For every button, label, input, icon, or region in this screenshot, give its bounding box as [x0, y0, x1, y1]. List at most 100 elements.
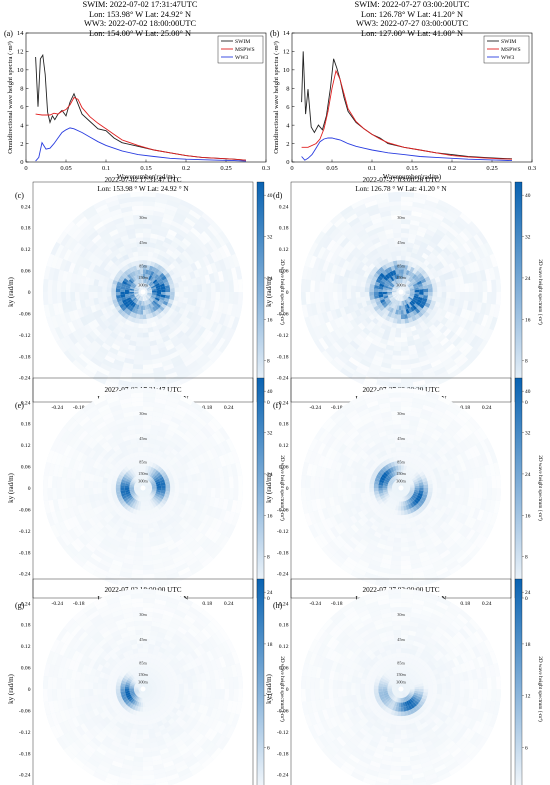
- spectrum-cell: [151, 690, 157, 693]
- spectrum-cell: [414, 254, 422, 261]
- spectrum-cell: [103, 508, 111, 516]
- spectrum-cell: [211, 432, 222, 445]
- spectrum-cell: [72, 526, 82, 538]
- spectrum-cell: [74, 479, 80, 488]
- spectrum-cell: [381, 558, 392, 565]
- spectrum-cell: [197, 480, 203, 488]
- spectrum-cell: [145, 666, 149, 672]
- spectrum-cell: [144, 501, 148, 507]
- spectrum-cell: [134, 484, 139, 487]
- spectrum-cell: [124, 471, 131, 477]
- spectrum-cell: [301, 462, 309, 476]
- spectrum-cell: [417, 546, 428, 554]
- y-tick-label: -0.06: [277, 507, 289, 513]
- spectrum-cell: [437, 292, 442, 298]
- spectrum-cell: [145, 661, 151, 668]
- spectrum-cell: [176, 673, 183, 680]
- spectrum-cell: [401, 355, 410, 361]
- spectrum-cell: [175, 460, 183, 468]
- spectrum-cell: [378, 292, 383, 295]
- spectrum-cell: [337, 299, 344, 309]
- spectrum-cell: [455, 339, 466, 350]
- spectrum-cell: [364, 488, 370, 493]
- spectrum-cell: [208, 469, 216, 480]
- spectrum-cell: [231, 512, 240, 527]
- spectrum-cell: [153, 402, 166, 409]
- spectrum-cell: [391, 485, 397, 488]
- spectrum-cell: [444, 319, 453, 328]
- spectrum-cell: [143, 401, 155, 407]
- spectrum-cell: [333, 412, 346, 424]
- spectrum-cell: [351, 493, 358, 501]
- spectrum-cell: [419, 516, 426, 524]
- spectrum-cell: [411, 444, 419, 451]
- spectrum-cell: [75, 412, 88, 424]
- spectrum-cell: [194, 510, 202, 520]
- spectrum-cell: [413, 295, 419, 299]
- spectrum-cell: [321, 248, 331, 261]
- spectrum-cell: [178, 477, 184, 484]
- spectrum-cell: [435, 229, 446, 238]
- spectrum-cell: [110, 263, 118, 270]
- spectrum-cell: [155, 471, 162, 477]
- spectrum-cell: [368, 263, 376, 270]
- spectrum-cell: [395, 480, 399, 485]
- spectrum-cell: [446, 209, 460, 220]
- spectrum-cell: [390, 461, 396, 467]
- x-tick-label: -0.18: [73, 405, 85, 411]
- ring-label: 300m: [138, 283, 148, 288]
- spectrum-cell: [144, 273, 148, 279]
- spectrum-cell: [218, 231, 230, 245]
- spectrum-cell: [144, 479, 147, 484]
- spectrum-cell: [128, 433, 137, 440]
- spectrum-cell: [143, 392, 156, 398]
- spectrum-cell: [104, 576, 119, 585]
- spectrum-cell: [405, 289, 411, 292]
- spectrum-cell: [430, 216, 442, 226]
- spectrum-cell: [390, 251, 397, 257]
- spectrum-cell: [308, 438, 319, 452]
- spectrum-cell: [144, 283, 148, 289]
- spectrum-cell: [197, 503, 205, 513]
- spectrum-cell: [154, 670, 160, 677]
- spectrum-cell: [391, 298, 396, 303]
- spectrum-cell: [356, 333, 366, 343]
- spectrum-cell: [228, 476, 234, 488]
- spectrum-cell: [128, 697, 134, 702]
- spectrum-cell: [143, 282, 146, 288]
- spectrum-cell: [147, 690, 152, 693]
- spectrum-cell: [187, 343, 198, 354]
- spectrum-cell: [117, 705, 124, 712]
- spectrum-cell: [52, 488, 58, 500]
- spectrum-cell: [126, 469, 132, 476]
- spectrum-cell: [415, 234, 424, 242]
- spectrum-cell: [317, 258, 326, 271]
- spectrum-cell: [55, 314, 64, 327]
- spectrum-cell: [182, 476, 189, 483]
- spectrum-cell: [60, 429, 71, 443]
- spectrum-cell: [164, 367, 177, 376]
- y-tick-label: -0.06: [277, 311, 289, 317]
- spectrum-cell: [166, 302, 173, 308]
- spectrum-cell: [401, 582, 415, 588]
- spectrum-cell: [120, 430, 129, 438]
- spectrum-cell: [384, 478, 390, 483]
- spectrum-cell: [407, 237, 416, 244]
- spectrum-cell: [401, 296, 404, 302]
- spectrum-cell: [414, 287, 420, 291]
- spectrum-cell: [387, 490, 393, 494]
- spectrum-cell: [378, 490, 384, 494]
- spectrum-cell: [387, 502, 392, 508]
- spectrum-cell: [121, 305, 127, 312]
- spectrum-cell: [371, 498, 378, 504]
- y-tick-label: 6: [286, 104, 290, 111]
- spectrum-cell: [419, 217, 431, 225]
- spectrum-cell: [442, 443, 452, 453]
- spectrum-cell: [439, 250, 448, 259]
- spectrum-cell: [476, 535, 488, 549]
- spectrum-cell: [129, 484, 135, 487]
- spectrum-cell: [150, 680, 155, 685]
- spectrum-cell: [198, 552, 211, 564]
- spectrum-cell: [448, 312, 456, 322]
- spectrum-cell: [137, 295, 141, 300]
